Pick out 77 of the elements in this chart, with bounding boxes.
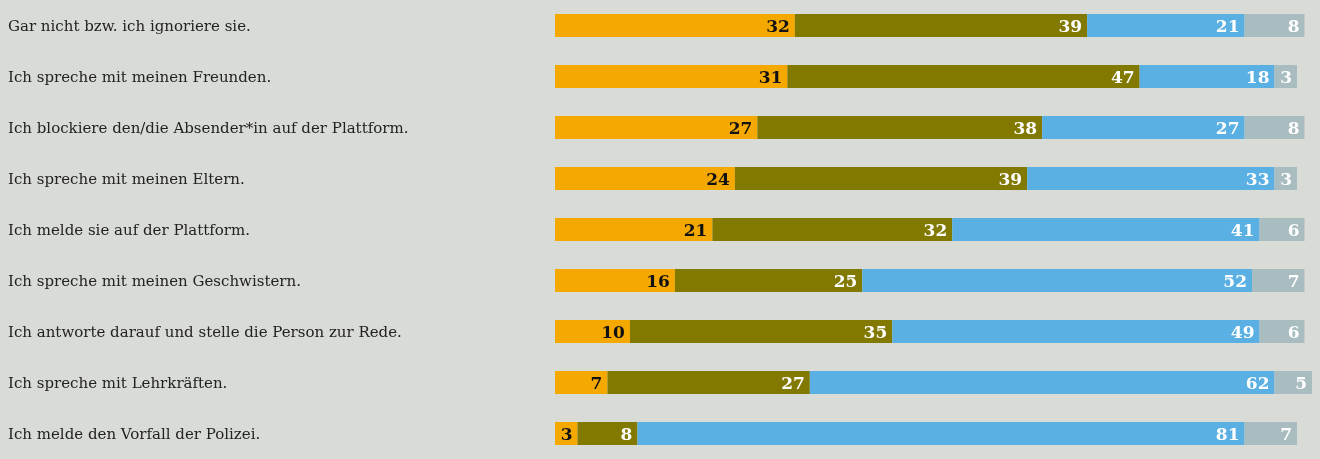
bar: [1139, 65, 1275, 88]
bar: [555, 167, 735, 190]
data-label: 5: [1295, 372, 1307, 393]
bar: [555, 65, 788, 88]
bar: [757, 116, 1043, 139]
bar: [734, 167, 1028, 190]
data-label: 32: [923, 219, 948, 240]
bar: [892, 320, 1260, 343]
bar: [787, 65, 1140, 88]
bar: [607, 371, 810, 394]
bar: [555, 116, 758, 139]
bar: [555, 371, 608, 394]
bar: [952, 218, 1260, 241]
y-tick-label: Ich melde den Vorfall der Polizei.: [8, 424, 261, 443]
data-label: 35: [863, 321, 888, 342]
bar: [1027, 167, 1275, 190]
y-tick-label: Ich melde sie auf der Plattform.: [8, 220, 251, 239]
bar: [555, 218, 713, 241]
data-label: 16: [646, 270, 670, 291]
data-label: 21: [1215, 15, 1240, 36]
bar: [1087, 14, 1245, 37]
bar: [1244, 116, 1305, 139]
data-label: 33: [1245, 168, 1270, 189]
bar: [577, 422, 638, 445]
y-tick-label: Ich spreche mit meinen Eltern.: [8, 169, 245, 188]
data-label: 24: [706, 168, 731, 189]
bar: [1042, 116, 1245, 139]
data-label: 41: [1230, 219, 1255, 240]
data-label: 27: [1215, 117, 1240, 138]
data-label: 39: [1058, 15, 1083, 36]
data-label: 27: [781, 372, 805, 393]
data-label: 47: [1110, 66, 1135, 87]
bar: [1252, 269, 1305, 292]
bar: [1244, 14, 1305, 37]
data-label: 8: [1287, 15, 1300, 36]
bar: [637, 422, 1245, 445]
bar: [712, 218, 953, 241]
bar: [674, 269, 863, 292]
bar: [629, 320, 893, 343]
bar: [555, 320, 630, 343]
bar: [555, 14, 795, 37]
bar: [862, 269, 1253, 292]
data-label: 18: [1245, 66, 1270, 87]
y-tick-label: Ich spreche mit meinen Geschwistern.: [8, 271, 301, 290]
y-tick-label: Gar nicht bzw. ich ignoriere sie.: [8, 16, 251, 35]
y-tick-label: Ich antworte darauf und stelle die Person zur Rede.: [8, 322, 402, 341]
data-label: 6: [1287, 321, 1300, 342]
data-label: 21: [683, 219, 708, 240]
bar: [809, 371, 1275, 394]
y-tick-label: Ich blockiere den/die Absender*in auf der Plattform.: [8, 118, 409, 137]
data-label: 7: [590, 372, 603, 393]
data-label: 3: [1280, 66, 1293, 87]
data-label: 49: [1230, 321, 1255, 342]
y-tick-label: Ich spreche mit meinen Freunden.: [8, 67, 272, 86]
data-label: 10: [601, 321, 626, 342]
bar: [1244, 422, 1298, 445]
y-tick-label: Ich spreche mit Lehrkräften.: [8, 373, 228, 392]
data-label: 38: [1013, 117, 1038, 138]
data-label: 7: [1287, 270, 1300, 291]
data-label: 8: [620, 423, 633, 444]
data-label: 62: [1245, 372, 1270, 393]
bar: [555, 269, 675, 292]
data-label: 6: [1287, 219, 1300, 240]
data-label: 3: [560, 423, 573, 444]
bar: [1259, 320, 1305, 343]
data-label: 52: [1223, 270, 1248, 291]
data-label: 3: [1280, 168, 1293, 189]
bar: [1259, 218, 1305, 241]
bar: [794, 14, 1088, 37]
data-label: 31: [758, 66, 783, 87]
data-label: 25: [833, 270, 858, 291]
data-label: 32: [766, 15, 790, 36]
data-label: 39: [998, 168, 1023, 189]
data-label: 27: [728, 117, 753, 138]
data-label: 7: [1280, 423, 1293, 444]
data-label: 81: [1215, 423, 1240, 444]
data-label: 8: [1287, 117, 1300, 138]
